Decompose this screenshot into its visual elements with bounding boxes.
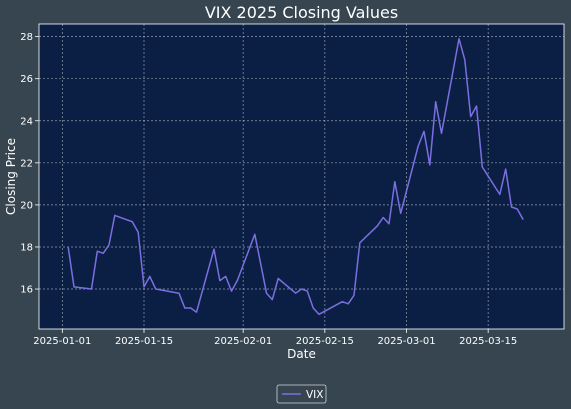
plot-area (38, 23, 565, 330)
y-tick-label: 24 (20, 116, 33, 127)
axis-ticks: 2025-01-01 2025-01-15 2025-02-01 2025-02-15… (20, 32, 517, 347)
y-axis-label: Closing Price (4, 138, 18, 215)
x-tick-label: 2025-01-15 (115, 336, 173, 347)
legend: VIX (276, 384, 327, 404)
series-line-vix (67, 37, 524, 316)
x-tick-label: 2025-02-01 (214, 336, 272, 347)
y-tick-label: 26 (20, 74, 33, 85)
y-tick-label: 18 (20, 242, 33, 253)
x-axis-label: Date (287, 347, 316, 361)
series-layer (67, 37, 524, 316)
y-tick-label: 22 (20, 158, 33, 169)
legend-box (276, 384, 327, 404)
x-tick-label: 2025-02-15 (296, 336, 354, 347)
y-tick-label: 20 (20, 200, 33, 211)
legend-label: VIX (306, 389, 323, 401)
x-tick-label: 2025-01-01 (33, 336, 91, 347)
chart-title: VIX 2025 Closing Values (205, 3, 398, 22)
x-tick-label: 2025-03-15 (459, 336, 517, 347)
y-tick-label: 28 (20, 32, 33, 43)
y-tick-label: 16 (20, 285, 33, 296)
x-tick-label: 2025-03-01 (377, 336, 435, 347)
